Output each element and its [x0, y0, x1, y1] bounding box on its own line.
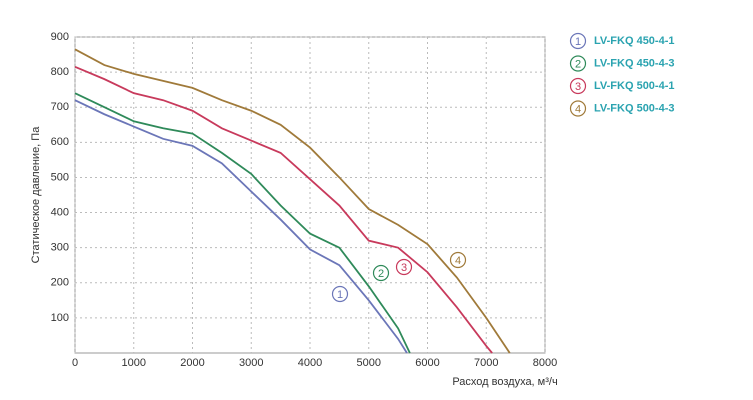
x-tick-label: 1000 [122, 357, 146, 369]
x-tick-label: 5000 [357, 357, 381, 369]
legend-marker [569, 32, 587, 50]
x-axis-label: Расход воздуха, м³/ч [452, 376, 557, 388]
x-tick-label: 8000 [533, 357, 557, 369]
curve-label: 3 [401, 262, 407, 274]
legend-label: LV-FKQ 450-4-3 [594, 57, 675, 69]
curve-label: 2 [378, 268, 384, 280]
x-tick-label: 4000 [298, 357, 322, 369]
y-tick-label: 100 [51, 312, 69, 324]
y-tick-label: 900 [51, 31, 69, 43]
y-axis-label: Статическое давление, Па [30, 126, 42, 264]
curve-marker [372, 264, 390, 282]
legend-number: 2 [575, 58, 581, 70]
legend-number: 4 [575, 103, 581, 115]
y-tick-label: 200 [51, 277, 69, 289]
x-tick-label: 3000 [239, 357, 263, 369]
legend-label: LV-FKQ 500-4-3 [594, 102, 675, 114]
series-line [74, 99, 408, 354]
legend-marker [569, 100, 587, 117]
x-tick-label: 6000 [415, 357, 439, 369]
curve-marker [331, 285, 349, 303]
legend-marker [569, 55, 587, 72]
y-tick-label: 600 [51, 136, 69, 148]
y-tick-label: 400 [51, 206, 69, 218]
x-tick-label: 2000 [180, 357, 204, 369]
legend-label: LV-FKQ 500-4-1 [594, 80, 675, 92]
legend-marker [569, 77, 587, 95]
legend-label: LV-FKQ 450-4-1 [594, 35, 675, 47]
y-tick-label: 300 [51, 242, 69, 254]
legend-number: 1 [575, 36, 581, 48]
x-tick-label: 0 [72, 357, 78, 369]
curve-marker [449, 251, 467, 269]
series-line [74, 66, 493, 354]
y-tick-label: 800 [51, 66, 69, 78]
series-line [74, 92, 411, 354]
legend-number: 3 [575, 81, 581, 93]
y-tick-label: 700 [51, 101, 69, 113]
series-line [74, 48, 511, 354]
x-tick-label: 7000 [474, 357, 498, 369]
plot-frame [74, 36, 546, 354]
curve-label: 4 [455, 255, 461, 267]
curve-label: 1 [337, 289, 343, 301]
y-tick-label: 500 [51, 171, 69, 183]
curve-marker [395, 258, 413, 276]
